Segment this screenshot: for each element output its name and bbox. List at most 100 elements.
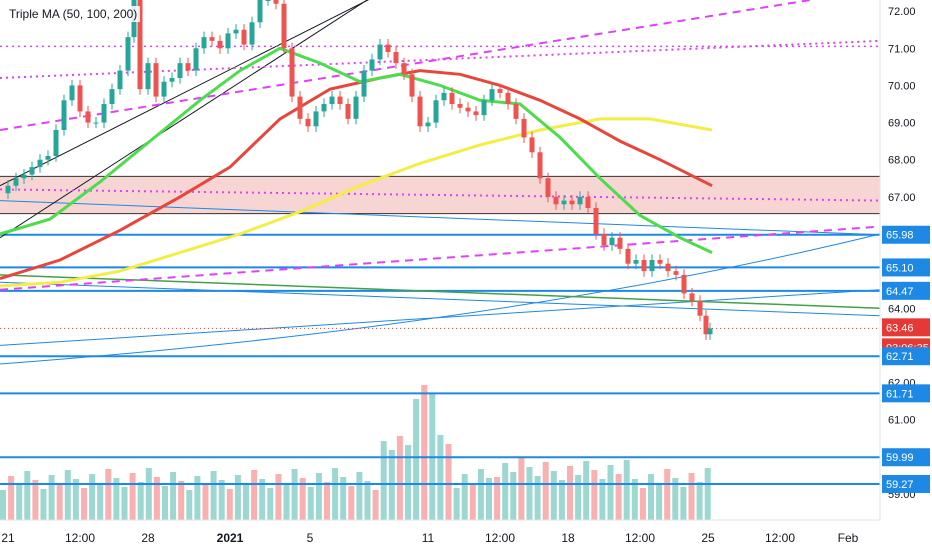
volume-bar — [696, 482, 703, 520]
candle-body — [697, 300, 703, 316]
candle-body — [417, 96, 423, 127]
candle-body — [169, 78, 175, 82]
time-tick-label: 5 — [307, 531, 314, 545]
volume-bar — [453, 488, 460, 520]
volume-bar — [145, 468, 152, 520]
candle-body — [609, 237, 615, 246]
candle-body — [273, 0, 279, 4]
volume-bar — [64, 470, 71, 520]
price-tick-label: 68.00 — [888, 155, 916, 167]
volume-bar — [24, 471, 31, 520]
volume-bar — [648, 474, 654, 520]
price-label-text: 62.71 — [886, 351, 914, 363]
volume-bar — [542, 462, 549, 520]
candle-body — [449, 92, 455, 104]
volume-bar — [251, 470, 258, 520]
price-label-box — [882, 318, 930, 337]
volume-bar — [704, 468, 711, 520]
trendline-blue — [0, 200, 881, 236]
volume-bar — [526, 467, 533, 520]
candles — [5, 0, 713, 340]
candle-body — [489, 89, 495, 101]
volume-bar — [437, 435, 444, 520]
volume-bar — [567, 466, 573, 520]
candle-body — [593, 208, 599, 234]
trendline-blue — [0, 281, 881, 317]
price-label-text: 61.71 — [886, 388, 914, 400]
volume-bar — [518, 458, 525, 520]
volume-bar — [0, 490, 6, 520]
volume-bar — [688, 473, 695, 520]
price-tick-label: 67.00 — [888, 192, 916, 204]
candle-body — [93, 122, 99, 124]
time-tick-label: Feb — [838, 531, 859, 545]
volume-bar — [226, 489, 233, 520]
volume-bar — [259, 479, 266, 520]
candle-body — [601, 234, 607, 246]
candle-body — [249, 22, 255, 45]
candle-body — [153, 63, 159, 97]
candle-body — [137, 0, 143, 90]
candle-body — [497, 89, 503, 93]
volume-bar — [32, 480, 39, 520]
volume-bar — [656, 483, 663, 520]
volume-bar — [510, 472, 517, 520]
candle-body — [513, 104, 519, 119]
candle-body — [401, 63, 407, 75]
price-label-text: 65.98 — [886, 230, 914, 242]
candle-body — [545, 178, 551, 197]
volume-bar — [299, 478, 306, 520]
volume-bar — [477, 469, 484, 520]
candle-body — [5, 185, 11, 194]
volume-bar — [315, 473, 322, 520]
candle-body — [633, 260, 639, 264]
candle-body — [673, 271, 679, 275]
candle-body — [321, 104, 327, 112]
price-label-box — [882, 474, 930, 493]
candle-body — [69, 85, 75, 101]
volume-bar — [356, 472, 363, 520]
time-tick-label: 25 — [701, 531, 715, 545]
candle-body — [345, 104, 351, 119]
volume-bar — [664, 469, 671, 520]
volume-bar — [413, 399, 420, 520]
volume-bar — [607, 465, 614, 520]
time-tick-label: 18 — [561, 531, 575, 545]
candle-body — [13, 178, 19, 186]
volume-bar — [8, 476, 15, 520]
price-label-text: 63.46 — [886, 322, 914, 334]
candle-body — [337, 96, 343, 104]
price-tick-label: 70.00 — [888, 80, 916, 92]
candle-body — [641, 260, 647, 272]
candle-body — [101, 104, 107, 123]
trendline-black — [0, 0, 370, 187]
candle-body — [329, 96, 335, 104]
volume-bar — [324, 482, 330, 520]
candle-body — [707, 328, 713, 335]
volume-bar — [372, 490, 379, 520]
candle-body — [241, 29, 247, 45]
price-label-box — [882, 281, 930, 300]
volume-bar — [178, 481, 185, 520]
volume-bar — [550, 471, 557, 520]
price-tick-label: 69.00 — [888, 118, 916, 130]
candle-body — [625, 248, 631, 264]
volume-bar — [162, 486, 168, 520]
time-tick-label: 21 — [1, 531, 15, 545]
trendline-blue-curve — [0, 233, 881, 365]
price-label-box — [882, 347, 930, 366]
volume-bar — [194, 476, 201, 520]
volume-bar — [599, 479, 606, 520]
price-label-text: 59.99 — [886, 452, 914, 464]
candle-body — [553, 196, 559, 205]
volume-bar — [639, 488, 646, 520]
volume-bar — [405, 445, 411, 520]
volume-bar — [615, 474, 622, 520]
time-tick-label: 12:00 — [765, 531, 795, 545]
candle-body — [77, 85, 83, 112]
candle-body — [53, 130, 59, 156]
candle-body — [209, 37, 215, 41]
trendline-black — [0, 0, 368, 239]
